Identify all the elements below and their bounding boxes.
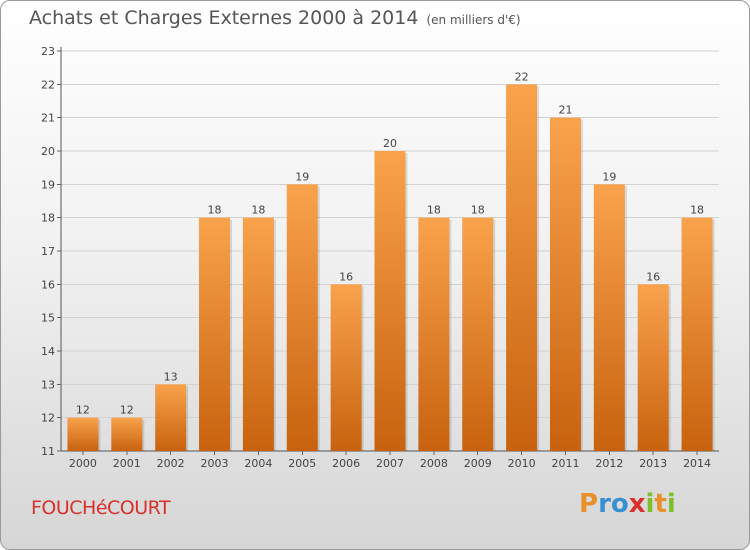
bar-2012 bbox=[593, 184, 625, 452]
logo-letter: x bbox=[628, 489, 646, 519]
y-tick-label: 20 bbox=[41, 145, 55, 158]
y-tick-label: 15 bbox=[41, 312, 55, 325]
bar-value-label: 18 bbox=[427, 204, 441, 217]
y-tick-label: 16 bbox=[41, 278, 55, 291]
x-tick-label: 2004 bbox=[244, 457, 272, 470]
y-tick-label: 13 bbox=[41, 378, 55, 391]
bar-value-label: 18 bbox=[251, 204, 265, 217]
bar-value-label: 16 bbox=[339, 270, 353, 283]
x-tick-label: 2009 bbox=[464, 457, 492, 470]
bar-value-label: 19 bbox=[295, 170, 309, 183]
x-tick-label: 2010 bbox=[508, 457, 536, 470]
chart-title: Achats et Charges Externes 2000 à 2014 (e… bbox=[29, 7, 521, 29]
bar-value-label: 13 bbox=[164, 370, 178, 383]
y-tick-label: 12 bbox=[41, 412, 55, 425]
x-tick-label: 2013 bbox=[639, 457, 667, 470]
chart-title-text: Achats et Charges Externes 2000 à 2014 bbox=[29, 7, 419, 29]
proxiti-logo: Proxiti bbox=[579, 489, 676, 519]
x-tick-label: 2003 bbox=[201, 457, 229, 470]
bar-value-label: 21 bbox=[558, 104, 572, 117]
logo-letter: t bbox=[654, 489, 667, 519]
bar-value-label: 19 bbox=[602, 170, 616, 183]
x-tick-label: 2007 bbox=[376, 457, 404, 470]
bar-value-label: 20 bbox=[383, 137, 397, 150]
bar-2011 bbox=[549, 117, 581, 452]
bar-value-label: 18 bbox=[208, 204, 222, 217]
bar-2004 bbox=[242, 217, 274, 451]
bar-2008 bbox=[418, 217, 450, 451]
y-tick-label: 18 bbox=[41, 212, 55, 225]
bar-2014 bbox=[681, 217, 713, 451]
logo-letter: o bbox=[610, 489, 629, 519]
bar-2009 bbox=[462, 217, 494, 451]
bar-2007 bbox=[374, 151, 406, 451]
y-tick-label: 11 bbox=[41, 445, 55, 458]
x-tick-label: 2012 bbox=[595, 457, 623, 470]
bar-2002 bbox=[155, 384, 187, 451]
x-tick-label: 2008 bbox=[420, 457, 448, 470]
bar-value-label: 22 bbox=[515, 70, 529, 83]
chart-subtitle: (en milliers d'€) bbox=[426, 13, 521, 27]
logo-letter: P bbox=[579, 489, 599, 519]
y-tick-label: 22 bbox=[41, 78, 55, 91]
bar-value-label: 18 bbox=[690, 204, 704, 217]
bar-value-label: 18 bbox=[471, 204, 485, 217]
y-tick-label: 14 bbox=[41, 345, 55, 358]
x-tick-label: 2001 bbox=[113, 457, 141, 470]
x-tick-label: 2006 bbox=[332, 457, 360, 470]
bar-value-label: 16 bbox=[646, 270, 660, 283]
x-tick-label: 2005 bbox=[288, 457, 316, 470]
x-tick-label: 2000 bbox=[69, 457, 97, 470]
x-tick-label: 2014 bbox=[683, 457, 711, 470]
bar-value-label: 12 bbox=[76, 404, 90, 417]
bar-2005 bbox=[286, 184, 318, 452]
location-label: FOUCHéCOURT bbox=[31, 497, 171, 519]
y-tick-label: 23 bbox=[41, 45, 55, 58]
bar-2006 bbox=[330, 284, 362, 451]
bar-2010 bbox=[506, 84, 538, 451]
y-tick-label: 19 bbox=[41, 178, 55, 191]
y-tick-label: 21 bbox=[41, 112, 55, 125]
logo-letter: r bbox=[598, 489, 611, 519]
bar-value-label: 12 bbox=[120, 404, 134, 417]
logo-letter: i bbox=[645, 489, 655, 519]
x-tick-label: 2011 bbox=[551, 457, 579, 470]
bar-2003 bbox=[199, 217, 231, 451]
logo-letter: i bbox=[666, 489, 676, 519]
bar-2000 bbox=[67, 417, 99, 451]
y-tick-label: 17 bbox=[41, 245, 55, 258]
x-tick-label: 2002 bbox=[157, 457, 185, 470]
bar-2001 bbox=[111, 417, 143, 451]
bar-2013 bbox=[637, 284, 669, 451]
